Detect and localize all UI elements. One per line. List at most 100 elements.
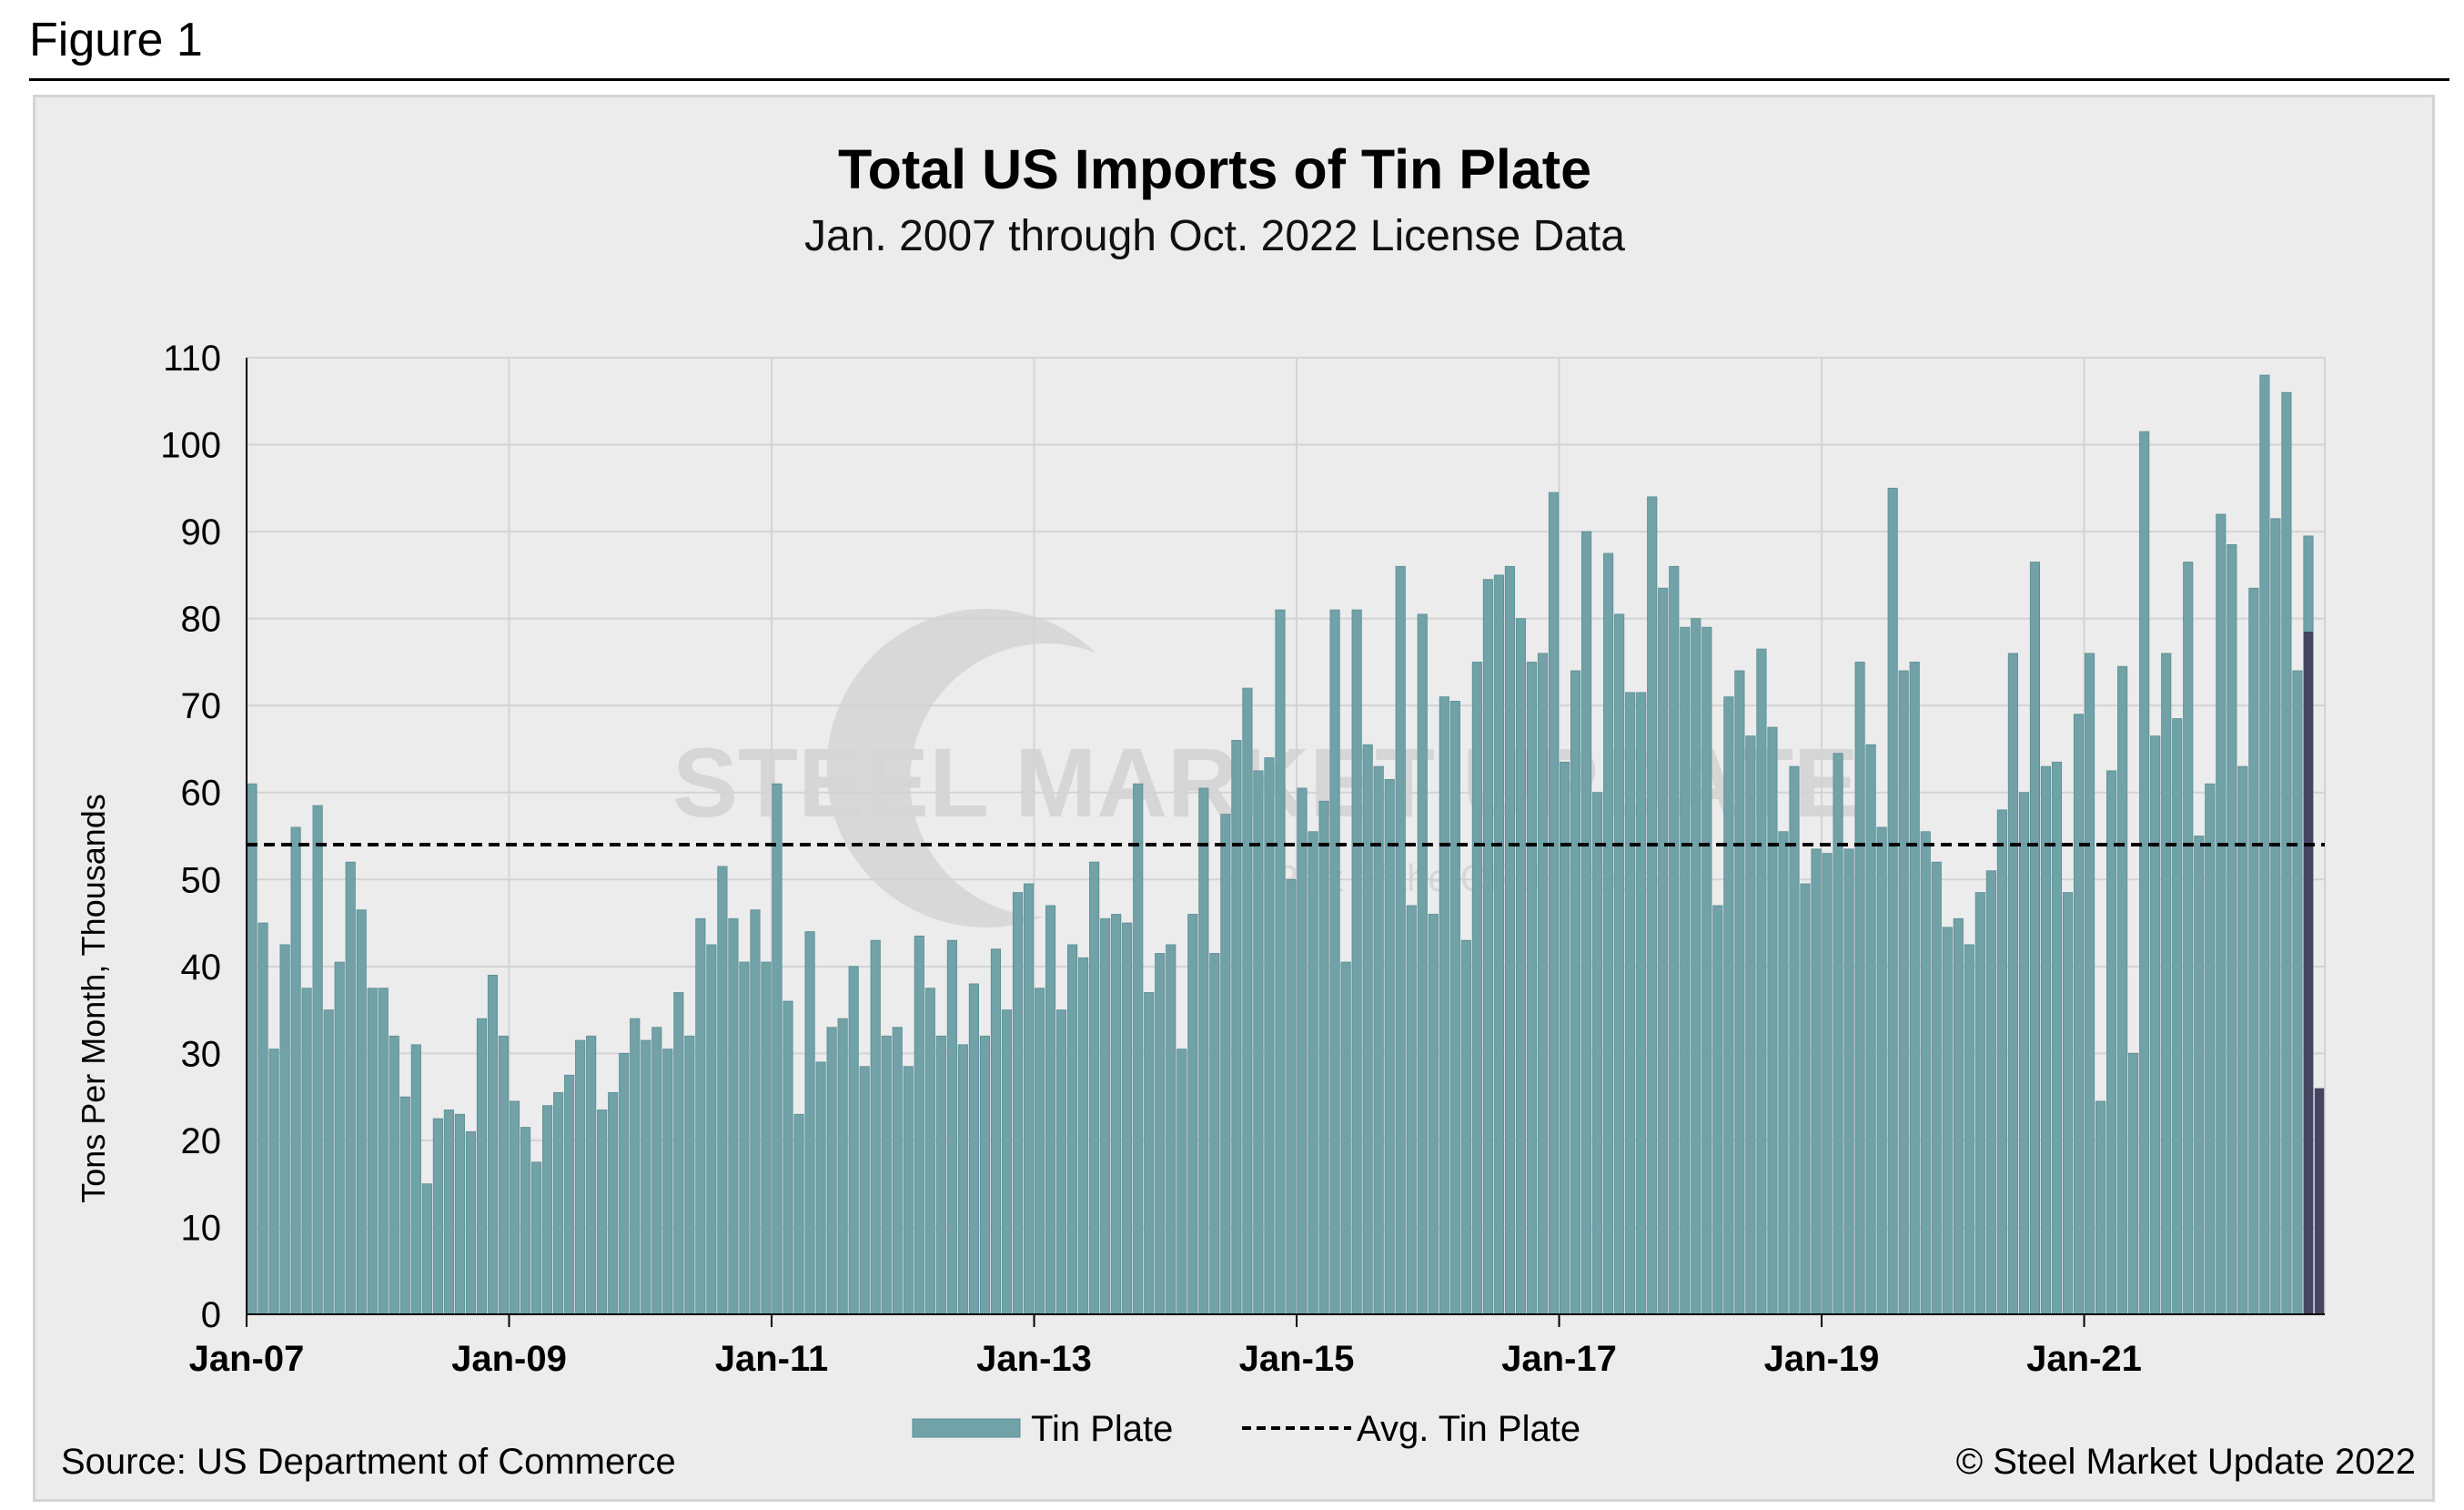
bar — [673, 992, 684, 1315]
bar — [2029, 562, 2041, 1315]
bar — [1034, 988, 1045, 1315]
bar — [542, 1105, 553, 1315]
bar — [1111, 914, 1122, 1315]
bar — [848, 966, 859, 1315]
bar — [2117, 665, 2128, 1315]
bar — [2292, 670, 2303, 1315]
bar — [1745, 735, 1756, 1315]
bar — [1767, 726, 1778, 1315]
bar — [1297, 787, 1308, 1315]
bar — [1395, 565, 1406, 1315]
bar — [1253, 770, 1264, 1315]
bar — [903, 1066, 914, 1315]
copyright-note: © Steel Market Update 2022 — [1956, 1442, 2416, 1482]
bar — [2106, 770, 2117, 1315]
bar — [1471, 662, 1482, 1315]
bar — [1275, 609, 1286, 1315]
bar — [487, 974, 499, 1315]
bar — [651, 1027, 662, 1315]
bar — [586, 1035, 597, 1315]
y-tick-label: 100 — [160, 426, 221, 466]
bar — [979, 1035, 990, 1315]
bar — [378, 988, 389, 1315]
bar — [553, 1091, 564, 1315]
bar — [1362, 744, 1373, 1315]
bar — [761, 961, 772, 1315]
bar — [1308, 831, 1318, 1315]
bar — [345, 861, 356, 1315]
legend-label-avg: Avg. Tin Plate — [1357, 1409, 1580, 1449]
bar — [1680, 626, 1691, 1315]
figure-label: Figure 1 — [29, 14, 203, 66]
bar — [1406, 905, 1417, 1315]
bar — [728, 917, 739, 1315]
bar — [1504, 565, 1516, 1315]
y-tick-label: 50 — [181, 860, 222, 900]
bar — [1734, 670, 1745, 1315]
bar — [465, 1130, 477, 1315]
bar — [1964, 944, 1974, 1315]
bar — [2139, 431, 2150, 1315]
x-axis-ticks: Jan-07 Jan-09 Jan-11 Jan-13 Jan-15 Jan-17 Jan-… — [189, 1314, 2142, 1379]
bar — [1920, 831, 1931, 1315]
source-note: Source: US Department of Commerce — [61, 1442, 676, 1482]
bar — [1417, 613, 1428, 1315]
bar — [1264, 757, 1275, 1315]
bar — [2128, 1052, 2139, 1315]
bar — [312, 805, 323, 1315]
bar — [1778, 831, 1789, 1315]
bar — [630, 1018, 641, 1315]
bar — [564, 1074, 575, 1315]
bar — [1166, 944, 1176, 1315]
bar — [399, 1096, 410, 1315]
bar — [1974, 892, 1985, 1315]
y-tick-label: 110 — [163, 339, 221, 379]
legend-label-tin-plate: Tin Plate — [1031, 1409, 1173, 1449]
bar — [1318, 800, 1329, 1315]
bar — [914, 935, 924, 1315]
bar — [432, 1118, 443, 1315]
bar — [410, 1044, 421, 1315]
y-tick-label: 80 — [181, 600, 222, 640]
bar — [1865, 744, 1876, 1315]
bar — [1603, 552, 1614, 1315]
bar — [1756, 648, 1767, 1315]
bar — [2270, 518, 2281, 1315]
bar — [1898, 670, 1909, 1315]
bar-series — [247, 374, 2325, 1315]
bar — [1460, 939, 1471, 1315]
bar — [793, 1113, 804, 1315]
bar — [1996, 809, 2007, 1315]
bar — [859, 1066, 870, 1315]
bar — [1843, 848, 1854, 1315]
bar — [608, 1091, 619, 1315]
bar — [1800, 883, 1811, 1315]
y-tick-label: 0 — [201, 1295, 221, 1335]
bar — [356, 909, 367, 1315]
bar — [1822, 853, 1833, 1315]
bar — [1449, 701, 1460, 1315]
bar — [301, 988, 312, 1315]
bar — [783, 1000, 793, 1315]
bar — [1647, 496, 1658, 1315]
bar — [1439, 696, 1449, 1315]
bar — [772, 783, 783, 1315]
bar — [2040, 765, 2052, 1315]
bar — [2073, 714, 2085, 1315]
bar — [619, 1052, 630, 1315]
bar — [641, 1039, 651, 1315]
bar — [1625, 692, 1636, 1315]
bar — [1428, 914, 1439, 1315]
bar — [990, 948, 1002, 1315]
bar — [1985, 870, 1996, 1315]
x-tick-label: Jan-07 — [189, 1339, 305, 1379]
y-tick-label: 10 — [181, 1208, 222, 1248]
y-tick-label: 70 — [181, 686, 222, 726]
bar — [258, 922, 268, 1315]
x-tick-label: Jan-17 — [1501, 1339, 1617, 1379]
bar — [2007, 653, 2018, 1315]
bar — [968, 983, 979, 1315]
y-axis-label: Tons Per Month, Thousands — [75, 794, 112, 1203]
bar — [1329, 609, 1340, 1315]
figure-divider — [29, 78, 2449, 81]
